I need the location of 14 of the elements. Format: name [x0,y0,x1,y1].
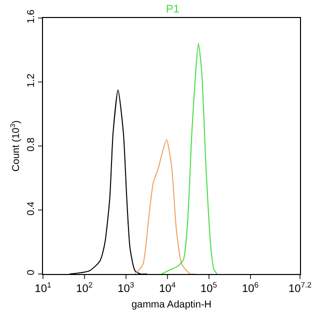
x-tick-label: 10$^{3}$ [118,280,134,296]
x-tick-label: 10$^{7.2}$ [288,280,312,296]
x-tick-label: 10$^{5}$ [200,280,218,296]
x-axis-title: gamma Adaptin-H [131,300,212,311]
y-tick-label: 0 [26,269,37,276]
y-tick-label: 1.2 [26,73,37,88]
x-tick-label: 10$^{4}$ [159,280,176,296]
y-tick-label: 1.6 [26,9,37,24]
x-tick-label: 10$^{2}$ [76,280,93,296]
x-tick-label: 10$^{1}$ [34,280,52,296]
chart-title: P1 [166,3,180,16]
y-tick-label: 0.8 [26,137,37,152]
y-tick-label: 0.4 [26,201,37,216]
x-tick-label: 10$^{6}$ [242,280,259,296]
